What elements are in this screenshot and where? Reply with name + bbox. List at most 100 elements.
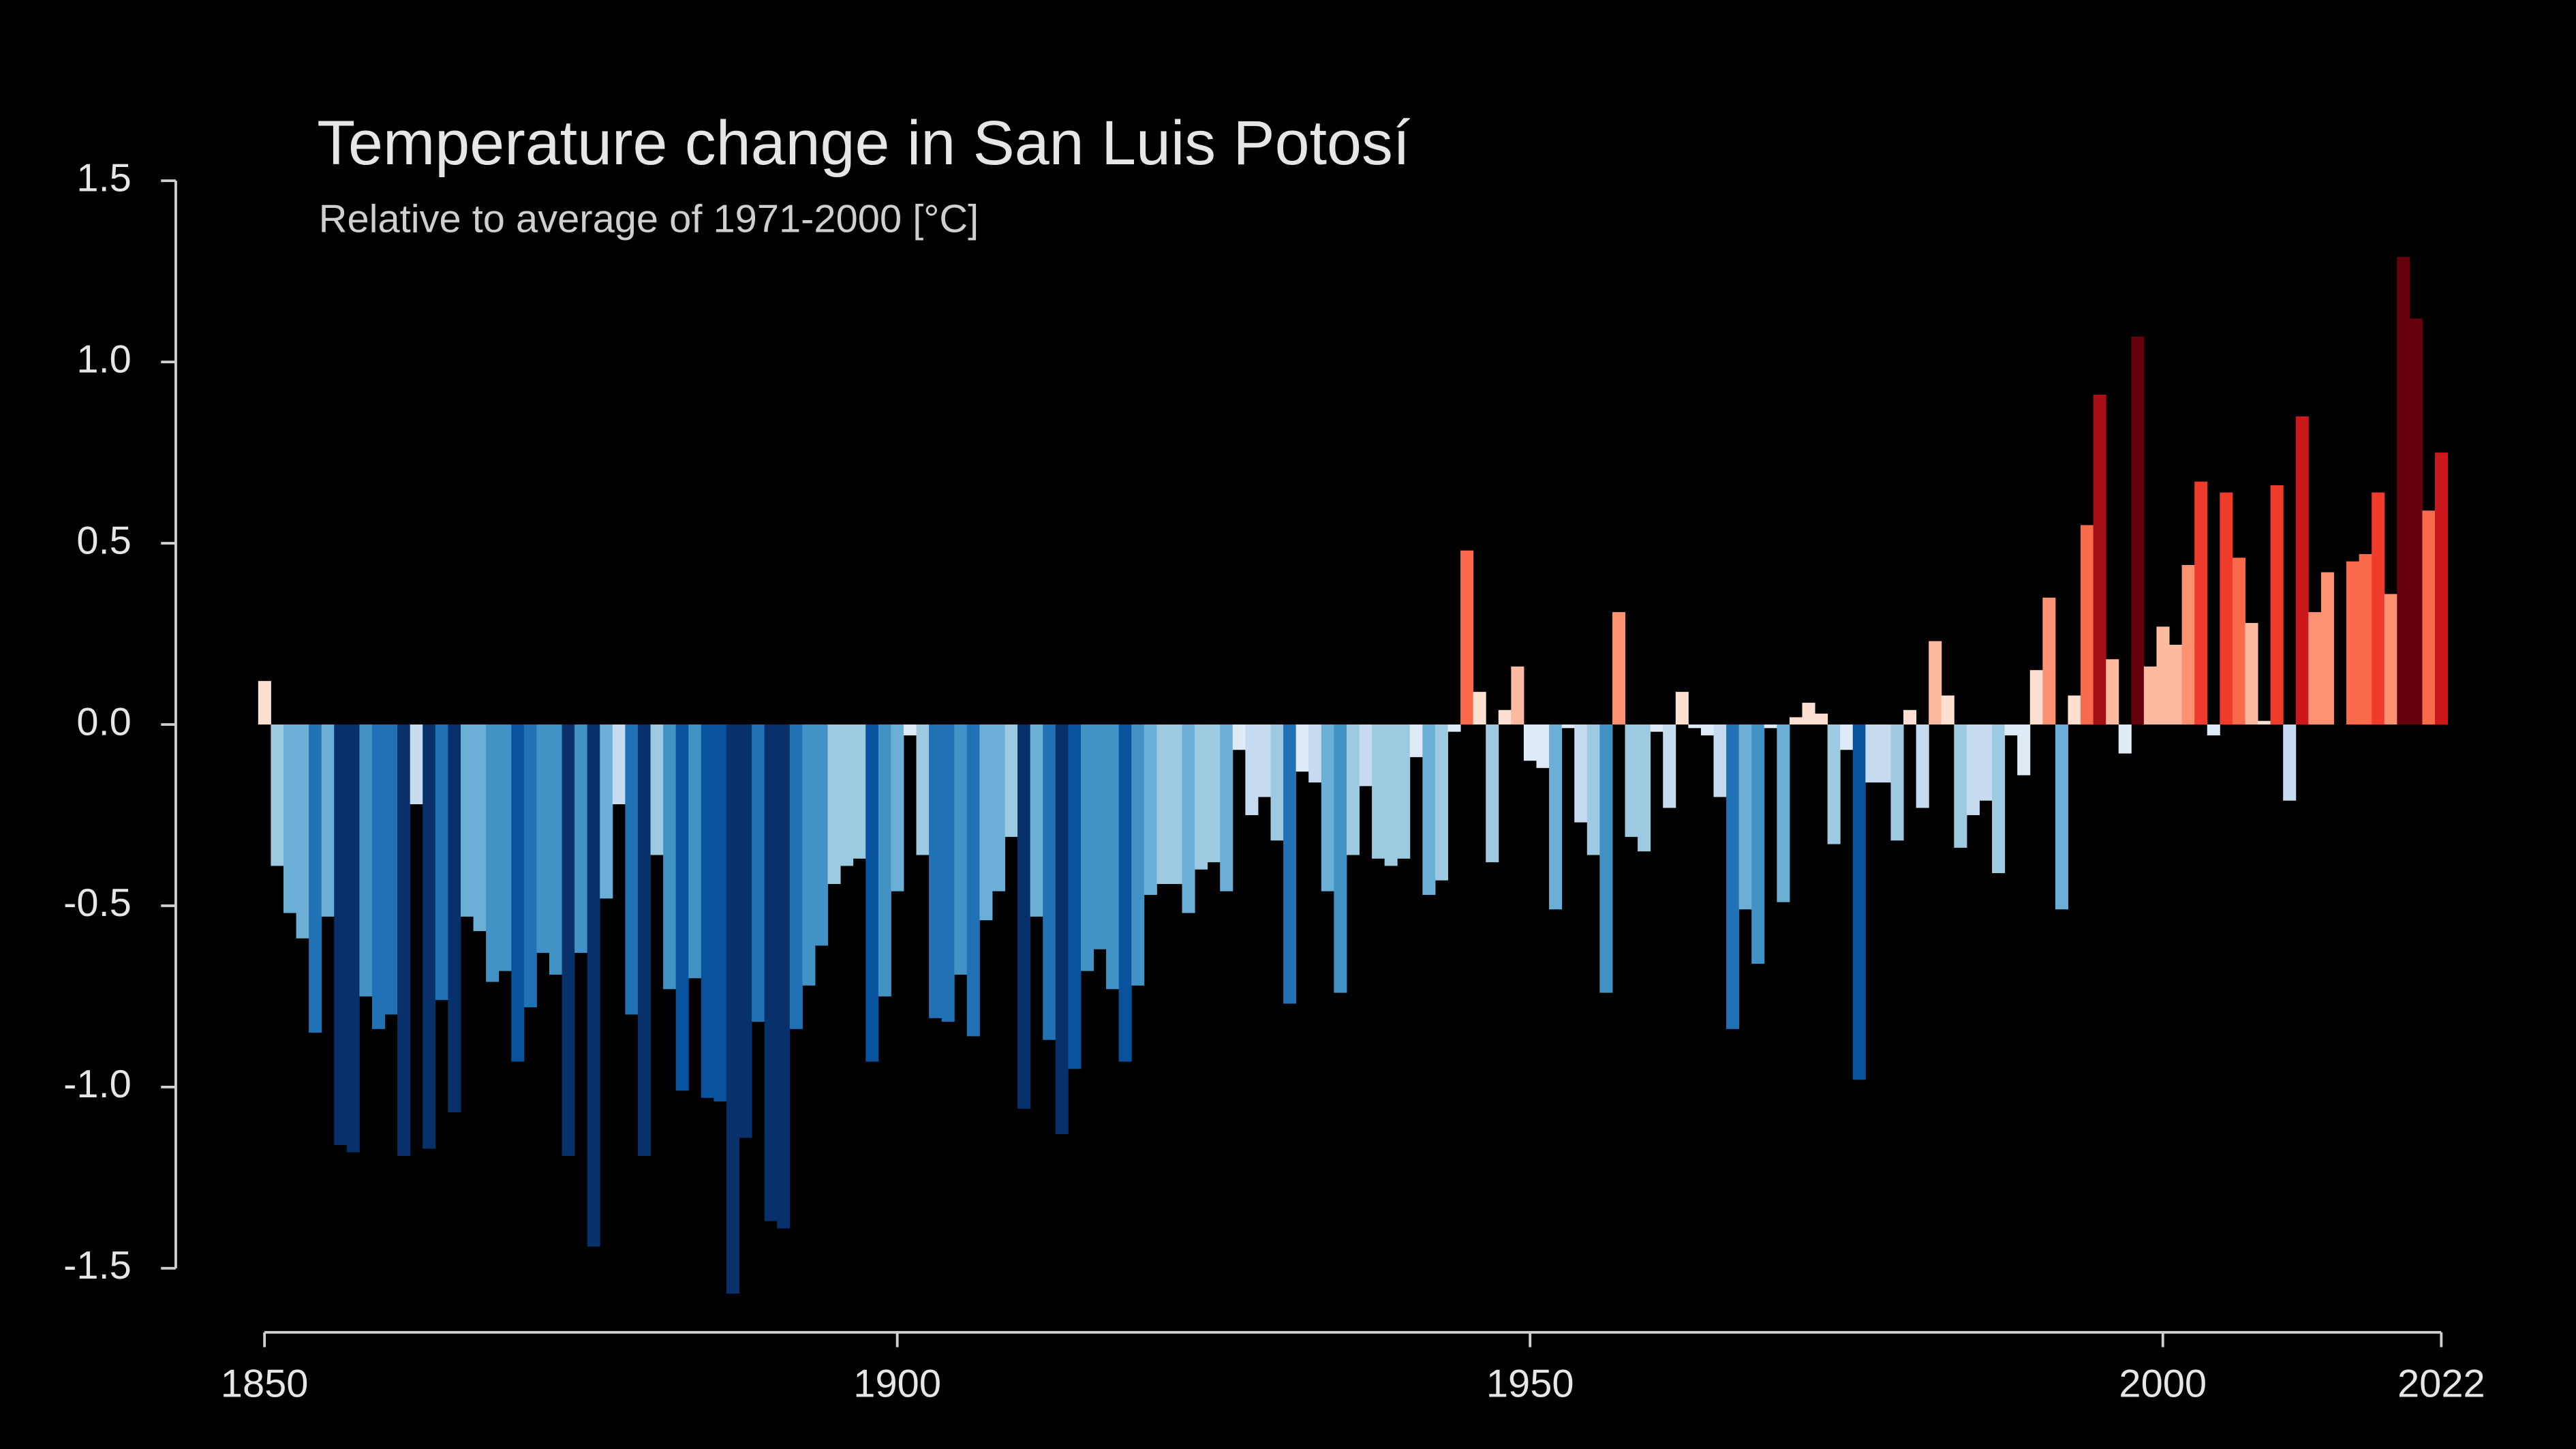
bar <box>2143 666 2157 724</box>
bar <box>1663 724 1676 808</box>
bar <box>1295 724 1309 772</box>
bar <box>2055 724 2068 910</box>
bar <box>814 724 829 946</box>
bar <box>1498 710 1512 724</box>
bar <box>2422 510 2436 724</box>
bar <box>1726 724 1740 1029</box>
bar <box>1852 724 1866 1080</box>
bar <box>2258 720 2271 724</box>
bar <box>650 724 664 855</box>
bar <box>1447 724 1461 732</box>
chart-subtitle: Relative to average of 1971-2000 [°C] <box>319 198 979 241</box>
bar <box>1334 724 1347 993</box>
bar <box>1156 724 1170 885</box>
bar <box>2308 612 2322 724</box>
bar <box>1612 612 1625 724</box>
bar <box>486 724 500 982</box>
bar <box>1093 724 1107 949</box>
bar <box>1638 724 1651 852</box>
bar <box>410 724 423 805</box>
y-tick-label: -1.0 <box>63 1063 132 1106</box>
bar <box>2029 670 2043 724</box>
bar <box>1106 724 1120 990</box>
bar <box>1789 717 1803 724</box>
bar <box>2220 492 2233 724</box>
bar <box>1460 550 1474 724</box>
x-tick-label: 2022 <box>2397 1362 2485 1406</box>
bar <box>600 724 613 899</box>
bar <box>1751 724 1765 964</box>
bar <box>637 724 651 1156</box>
bar <box>2372 492 2385 724</box>
bar <box>1220 724 1233 891</box>
bar <box>1017 724 1031 1109</box>
bar <box>1625 724 1638 837</box>
bar <box>1384 724 1398 866</box>
bar <box>1827 724 1841 844</box>
y-tick-label: -0.5 <box>63 881 132 925</box>
bar <box>283 724 297 913</box>
bar <box>1372 724 1385 859</box>
bar <box>1586 724 1600 855</box>
y-tick-label: 1.5 <box>76 156 131 200</box>
bar <box>271 724 284 866</box>
bar <box>2156 626 2170 724</box>
bar <box>1890 724 1904 841</box>
bar <box>752 724 765 1022</box>
bar <box>1536 724 1550 768</box>
bar <box>2106 659 2119 724</box>
bar <box>1283 724 1297 1004</box>
bar <box>827 724 841 885</box>
bar <box>1397 724 1411 859</box>
bar <box>574 724 588 954</box>
bar <box>2068 695 2081 724</box>
bar <box>714 724 727 1102</box>
bar <box>1080 724 1094 971</box>
bar <box>1068 724 1082 1069</box>
bar <box>1232 724 1246 750</box>
bar <box>1561 724 1575 729</box>
bar <box>1713 724 1727 797</box>
bar <box>625 724 639 1015</box>
bar <box>2435 453 2449 724</box>
bar <box>2118 724 2132 754</box>
bar <box>865 724 879 1062</box>
bar <box>2207 724 2220 735</box>
bar <box>536 724 550 954</box>
y-tick-label: 0.5 <box>76 519 131 562</box>
bar <box>473 724 487 932</box>
bar <box>789 724 803 1029</box>
bar <box>903 724 917 735</box>
bar <box>448 724 461 1113</box>
bar <box>1169 724 1182 885</box>
bar <box>688 724 702 979</box>
y-tick-label: -1.5 <box>63 1244 132 1287</box>
bar <box>384 724 398 1015</box>
y-tick-label: 0.0 <box>76 700 131 744</box>
bar <box>2320 572 2334 724</box>
bar <box>1599 724 1613 993</box>
bar <box>1182 724 1195 913</box>
bar <box>802 724 816 986</box>
bar <box>334 724 348 1146</box>
bar <box>675 724 689 1091</box>
bar <box>371 724 386 1029</box>
bar <box>979 724 993 921</box>
bar <box>916 724 930 855</box>
bar <box>1118 724 1132 1062</box>
bar <box>1473 692 1486 724</box>
bar <box>1916 724 1929 808</box>
bar <box>1409 724 1423 757</box>
bar <box>1865 724 1879 783</box>
bar <box>296 724 309 939</box>
bar <box>1966 724 1980 815</box>
bar <box>954 724 968 975</box>
bar <box>423 724 436 1149</box>
bar <box>321 724 335 917</box>
bar <box>2081 525 2094 724</box>
bar <box>511 724 525 1062</box>
bar <box>1005 724 1018 837</box>
bar <box>1802 703 1815 724</box>
